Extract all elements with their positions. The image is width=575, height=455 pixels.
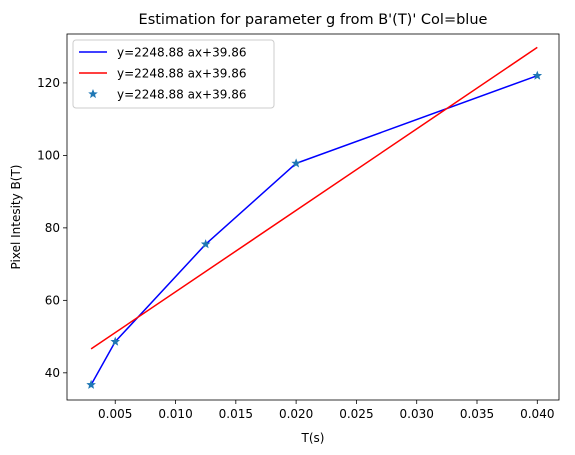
y-tick-label-0: 40 xyxy=(45,366,60,380)
series-2-point-3 xyxy=(291,158,301,168)
legend-label-1: y=2248.88 ax+39.86 xyxy=(117,66,246,80)
x-tick-label-7: 0.040 xyxy=(520,407,554,421)
series-2-point-2 xyxy=(200,239,211,249)
x-tick-label-6: 0.035 xyxy=(460,407,494,421)
series-1-line xyxy=(90,46,538,350)
legend-label-0: y=2248.88 ax+39.86 xyxy=(117,45,246,59)
legend-swatch-2 xyxy=(88,88,98,99)
legend-label-2: y=2248.88 ax+39.86 xyxy=(117,87,246,101)
series-layer xyxy=(86,46,543,389)
chart-title: Estimation for parameter g from B'(T)' C… xyxy=(139,12,488,28)
y-tick-label-2: 80 xyxy=(45,221,60,235)
x-axis-label: T(s) xyxy=(301,431,325,445)
series-2-point-1 xyxy=(110,336,121,346)
x-tick-label-3: 0.020 xyxy=(279,407,313,421)
y-tick-label-4: 120 xyxy=(37,76,60,90)
x-tick-label-4: 0.025 xyxy=(339,407,373,421)
series-2-point-0 xyxy=(86,379,96,389)
y-axis: 40 60 80 100 120 xyxy=(37,76,67,380)
x-tick-label-5: 0.030 xyxy=(400,407,434,421)
x-tick-label-2: 0.015 xyxy=(219,407,253,421)
legend-frame xyxy=(72,39,275,109)
series-2-point-4 xyxy=(532,70,543,80)
x-tick-label-1: 0.010 xyxy=(158,407,192,421)
y-tick-label-3: 100 xyxy=(37,149,60,163)
plot-frame xyxy=(66,33,560,401)
x-tick-label-0: 0.005 xyxy=(98,407,132,421)
legend: y=2248.88 ax+39.86 y=2248.88 ax+39.86 y=22… xyxy=(72,39,275,109)
y-axis-label: Pixel Intesity B(T) xyxy=(9,165,23,270)
y-tick-label-1: 60 xyxy=(45,294,60,308)
x-axis: 0.005 0.010 0.015 0.020 0.025 0.030 0.035 0.040 xyxy=(98,400,554,421)
